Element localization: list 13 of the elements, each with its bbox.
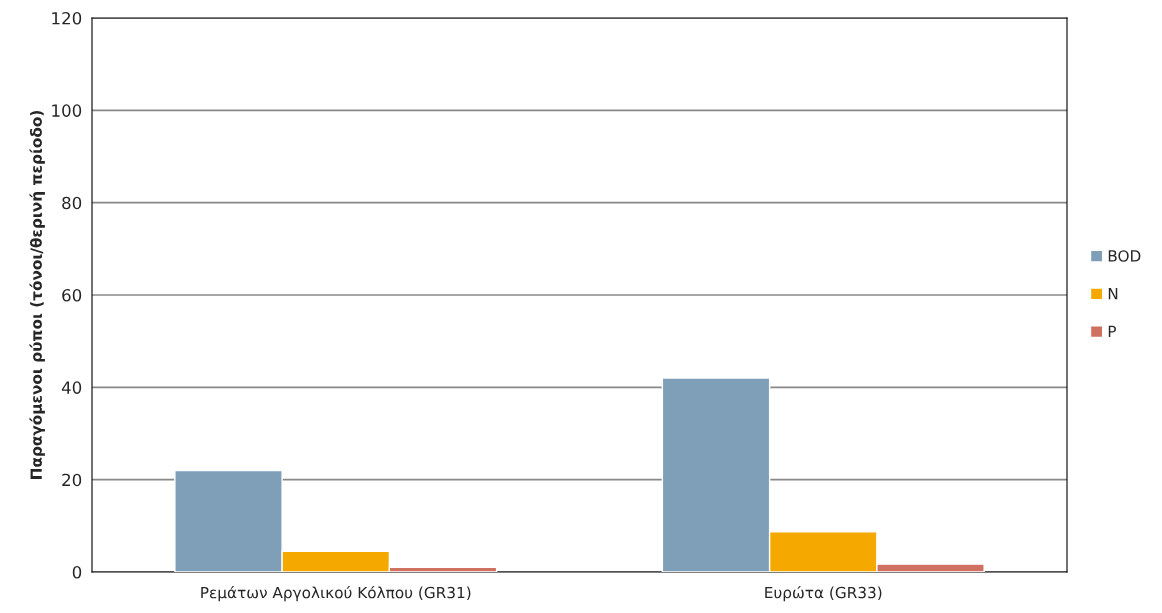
x-tick-label: Ρεμάτων Αργολικού Κόλπου (GR31) (201, 585, 471, 602)
y-tick-label: 100 (52, 104, 82, 117)
legend-label: BOD (1108, 250, 1141, 262)
y-tick-label: 0 (72, 565, 82, 579)
y-tick-label: 40 (61, 381, 82, 394)
y-tick-label: 120 (52, 11, 82, 25)
y-tick-label: 80 (62, 196, 82, 210)
x-tick-label: Ευρώτα (GR33) (765, 585, 882, 602)
y-tick-label: 60 (62, 288, 82, 302)
y-axis-title: Παραγόμενοι ρύποι (τόνοι/θερινή περίοδο) (29, 110, 45, 479)
legend-label: P (1108, 325, 1116, 337)
y-tick-label: 20 (62, 473, 82, 487)
legend-label: N (1108, 288, 1118, 300)
